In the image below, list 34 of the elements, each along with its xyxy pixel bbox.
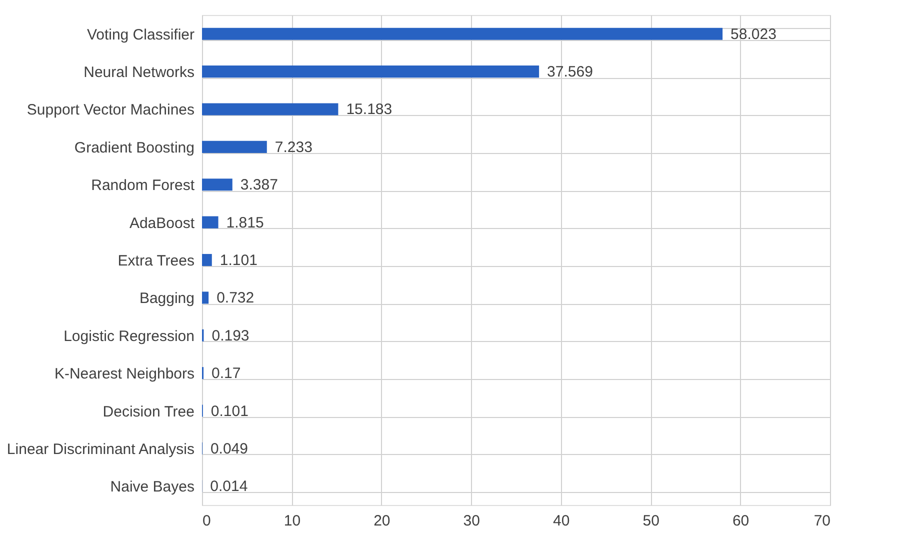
data-label: 58.023: [730, 26, 776, 43]
y-tick-label: Support Vector Machines: [26, 102, 194, 119]
data-label: 15.183: [346, 101, 392, 118]
x-tick-label: 30: [463, 512, 480, 530]
data-label: 0.049: [210, 440, 248, 458]
y-tick-label: Linear Discriminant Analysis: [6, 440, 194, 458]
data-label: 0.101: [210, 402, 248, 420]
x-tick-label: 0: [202, 512, 211, 530]
data-label: 1.101: [220, 252, 258, 269]
x-tick-label: 20: [374, 512, 390, 530]
y-tick-label: Neural Networks: [84, 64, 194, 82]
x-tick-label: 50: [642, 512, 660, 530]
data-label: 0.17: [212, 365, 241, 382]
y-tick-label: Voting Classifier: [86, 26, 194, 44]
y-tick-label: Logistic Regression: [64, 328, 194, 345]
data-label: 3.387: [240, 176, 278, 194]
y-tick-label: AdaBoost: [129, 214, 196, 232]
y-tick-label: Random Forest: [91, 177, 196, 194]
y-tick-label: Naive Bayes: [110, 478, 194, 496]
data-label: 0.732: [216, 290, 254, 307]
data-label: 1.815: [226, 214, 264, 232]
y-tick-label: Decision Tree: [102, 403, 194, 420]
data-label: 7.233: [274, 138, 312, 156]
data-label: 37.569: [547, 64, 593, 81]
x-tick-label: 10: [284, 512, 301, 530]
y-tick-label: Gradient Boosting: [74, 139, 194, 156]
y-tick-label: K-Nearest Neighbors: [54, 366, 194, 383]
y-tick-label: Bagging: [139, 290, 194, 308]
x-tick-label: 70: [814, 512, 830, 530]
data-label: 0.014: [210, 478, 248, 496]
x-tick-label: 40: [553, 512, 570, 530]
x-tick-label: 60: [732, 512, 750, 530]
y-tick-label: Extra Trees: [118, 252, 194, 270]
data-label: 0.193: [212, 327, 250, 344]
